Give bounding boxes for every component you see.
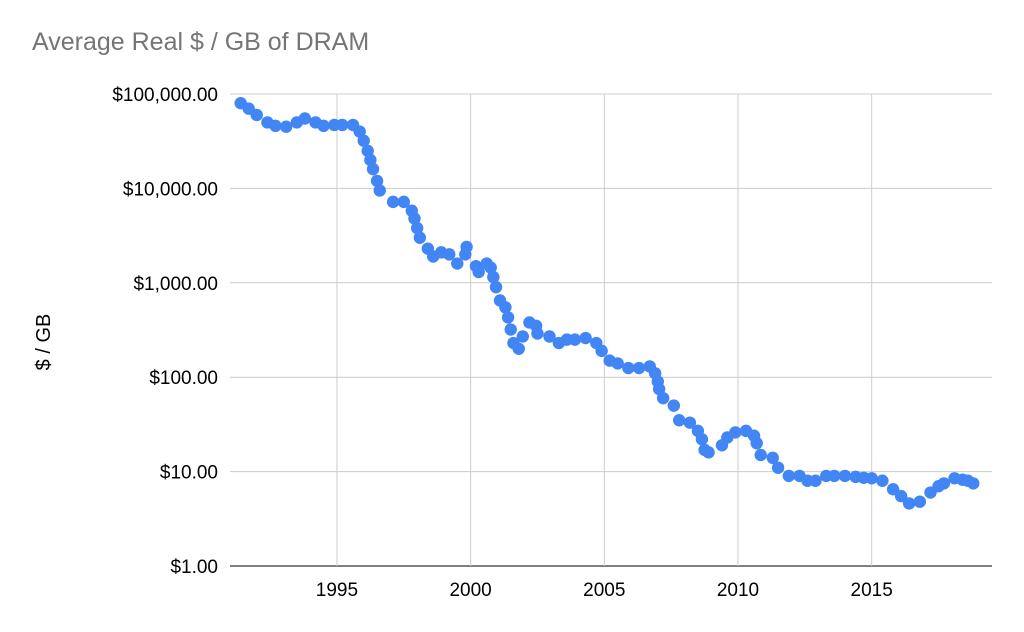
data-point [516, 330, 529, 343]
x-tick-label: 2000 [449, 580, 491, 601]
data-point [501, 311, 515, 324]
data-point [336, 118, 349, 132]
x-tick-label: 2010 [717, 580, 759, 601]
data-point [408, 212, 421, 225]
data-point [695, 433, 709, 446]
y-tick-label: $100,000.00 [112, 85, 218, 106]
gridlines [230, 93, 992, 567]
data-point [622, 361, 635, 375]
data-point [595, 344, 608, 358]
data-point [902, 497, 916, 510]
y-tick-label: $1,000.00 [133, 274, 218, 295]
data-points [234, 96, 980, 510]
data-point [656, 391, 670, 405]
data-point [443, 248, 456, 261]
data-point [279, 120, 293, 133]
data-point [489, 280, 503, 294]
data-point [632, 361, 646, 375]
x-tick-label: 2015 [851, 580, 893, 601]
data-point [894, 489, 908, 503]
data-point [410, 221, 424, 235]
y-tick-label: $100.00 [149, 368, 218, 389]
data-point [702, 446, 715, 459]
data-point [672, 414, 686, 427]
y-axis-tick-labels: $1.00 $10.00 $100.00 $1,000.00 $10,000.00 $10… [112, 85, 218, 578]
data-point [568, 333, 582, 346]
data-point [512, 342, 525, 355]
data-point [865, 472, 878, 485]
data-point [397, 195, 410, 209]
data-point [484, 261, 497, 274]
data-point [750, 436, 763, 450]
x-tick-label: 2005 [583, 580, 625, 601]
y-tick-label: $1.00 [170, 557, 218, 578]
data-point [451, 257, 464, 270]
data-point [729, 426, 742, 439]
data-point [809, 474, 822, 487]
data-point [771, 461, 785, 474]
data-point [838, 469, 852, 483]
data-point [298, 112, 312, 125]
data-point [828, 469, 841, 483]
data-point [504, 323, 517, 336]
data-point [913, 495, 927, 508]
data-point [317, 119, 330, 133]
data-point [366, 162, 380, 176]
y-tick-label: $10,000.00 [123, 179, 218, 200]
data-point [472, 265, 485, 279]
data-point [683, 416, 697, 429]
data-point [579, 331, 592, 345]
data-point [386, 195, 400, 209]
data-point [611, 357, 624, 370]
data-point [487, 270, 500, 284]
data-point [460, 240, 473, 254]
data-point [667, 399, 681, 412]
chart-title: Average Real $ / GB of DRAM [32, 28, 370, 56]
data-point [499, 301, 512, 314]
data-point [373, 184, 386, 197]
data-point [357, 134, 370, 147]
x-axis-tick-labels: 1995 2000 2005 2010 2015 [316, 580, 893, 601]
data-point [754, 448, 767, 462]
data-point [269, 119, 282, 133]
data-point [370, 174, 384, 188]
data-point [543, 330, 556, 343]
data-point [876, 474, 889, 487]
data-point [766, 451, 779, 465]
x-tick-label: 1995 [316, 580, 358, 601]
data-point [250, 108, 263, 122]
data-point [967, 477, 980, 490]
data-point [413, 231, 427, 244]
y-axis-title: $ / GB [33, 314, 55, 371]
y-tick-label: $10.00 [160, 463, 218, 484]
data-point [937, 477, 951, 490]
data-point [782, 469, 795, 483]
data-point [531, 327, 544, 340]
